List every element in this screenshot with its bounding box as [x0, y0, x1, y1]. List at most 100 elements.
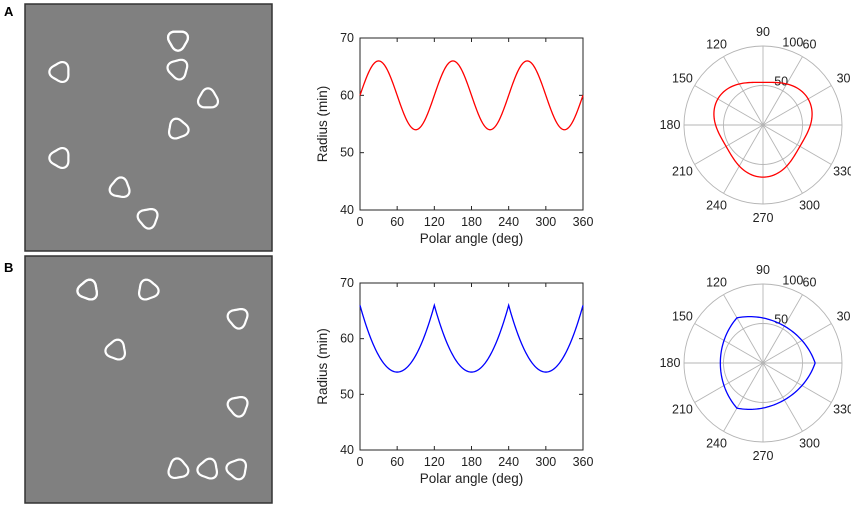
stimulus-shape	[226, 307, 249, 330]
polar-curve	[719, 315, 816, 411]
polar-spoke	[723, 294, 764, 364]
x-tick-label: 180	[461, 455, 482, 469]
angle-tick-label: 180	[660, 356, 681, 370]
stimulus-shape	[166, 30, 190, 52]
stimulus-shape	[137, 278, 160, 301]
y-tick-label: 40	[340, 443, 354, 457]
y-tick-label: 70	[340, 31, 354, 45]
x-axis-label: Polar angle (deg)	[420, 231, 524, 246]
x-tick-label: 300	[535, 455, 556, 469]
panel-letter-a: A	[4, 4, 14, 19]
stimulus-background	[24, 3, 273, 252]
polar-spoke	[723, 56, 764, 126]
angle-tick-label: 120	[706, 37, 727, 51]
radius-plot-b: 0 60 120 180 240 300 360 40 50 60 70 Polar angle (d…	[315, 276, 593, 486]
polar-curve	[713, 81, 813, 178]
polar-spoke	[762, 362, 832, 403]
polar-spoke	[762, 124, 832, 165]
angle-tick-label: 270	[753, 449, 774, 463]
angle-tick-label: 60	[803, 37, 817, 51]
polar-spoke	[723, 124, 764, 194]
radius-tick-label: 100	[782, 36, 803, 50]
angle-tick-label: 300	[799, 437, 820, 451]
y-axis-label: Radius (min)	[315, 86, 330, 163]
stimulus-shape	[225, 458, 248, 481]
radius-tick-label: 50	[774, 74, 788, 88]
stimulus-shape	[196, 87, 220, 109]
stimulus-shape	[167, 117, 190, 140]
stimulus-shape	[166, 58, 189, 81]
polar-spoke	[762, 294, 803, 364]
angle-tick-label: 30	[837, 72, 851, 86]
plot-area	[359, 37, 584, 211]
polar-spoke	[723, 362, 764, 432]
x-tick-label: 240	[498, 215, 519, 229]
x-tick-label: 60	[390, 455, 404, 469]
stimulus-shape	[136, 207, 159, 230]
x-tick-label: 120	[424, 215, 445, 229]
angle-tick-label: 30	[837, 310, 851, 324]
stimulus-shape	[226, 395, 249, 418]
y-axis-label: Radius (min)	[315, 328, 330, 405]
stimulus-shape	[108, 176, 131, 199]
stimulus-shape	[196, 457, 219, 480]
stimulus-panel-b	[24, 255, 273, 504]
series-line	[359, 302, 584, 373]
polar-spoke	[762, 85, 832, 126]
angle-tick-label: 90	[756, 263, 770, 277]
angle-tick-label: 270	[753, 211, 774, 225]
angle-tick-label: 90	[756, 25, 770, 39]
y-tick-label: 70	[340, 276, 354, 290]
polar-spoke	[694, 85, 764, 126]
polar-spoke	[694, 362, 764, 403]
x-tick-label: 300	[535, 215, 556, 229]
radius-plot-a: 0 60 120 180 240 300 360 40 50 60 70 Polar angle (d…	[315, 31, 593, 246]
x-tick-label: 60	[390, 215, 404, 229]
stimulus-shape	[48, 146, 70, 170]
stimulus-background	[24, 255, 273, 504]
angle-tick-label: 330	[833, 403, 851, 417]
angle-tick-label: 240	[706, 199, 727, 213]
angle-tick-label: 180	[660, 118, 681, 132]
stimulus-panel-a	[24, 3, 273, 252]
angle-tick-label: 120	[706, 275, 727, 289]
polar-spoke	[762, 323, 832, 364]
plot-area	[359, 282, 584, 451]
stimulus-shape	[76, 278, 99, 301]
stimulus-shape	[104, 338, 127, 361]
y-tick-label: 50	[340, 146, 354, 160]
x-tick-label: 0	[357, 215, 364, 229]
y-tick-label: 60	[340, 88, 354, 102]
y-tick-label: 40	[340, 203, 354, 217]
angle-tick-label: 210	[672, 403, 693, 417]
x-tick-label: 180	[461, 215, 482, 229]
radius-tick-label: 100	[782, 274, 803, 288]
angle-tick-label: 150	[672, 310, 693, 324]
stimulus-shape	[48, 60, 70, 84]
polar-spoke	[694, 323, 764, 364]
y-tick-label: 50	[340, 387, 354, 401]
y-tick-label: 60	[340, 332, 354, 346]
polar-spoke	[762, 362, 803, 432]
angle-tick-label: 210	[672, 165, 693, 179]
x-tick-label: 240	[498, 455, 519, 469]
angle-tick-label: 330	[833, 165, 851, 179]
series-line	[359, 60, 584, 131]
angle-tick-label: 150	[672, 72, 693, 86]
x-tick-label: 120	[424, 455, 445, 469]
x-tick-label: 360	[573, 455, 594, 469]
polar-spoke	[762, 124, 803, 194]
x-axis-label: Polar angle (deg)	[420, 471, 524, 486]
angle-tick-label: 60	[803, 275, 817, 289]
x-tick-label: 360	[573, 215, 594, 229]
angle-tick-label: 240	[706, 437, 727, 451]
x-tick-label: 0	[357, 455, 364, 469]
polar-spoke	[762, 56, 803, 126]
panel-letter-b: B	[4, 260, 13, 275]
angle-tick-label: 300	[799, 199, 820, 213]
polar-spoke	[694, 124, 764, 165]
stimulus-shape	[167, 457, 190, 480]
